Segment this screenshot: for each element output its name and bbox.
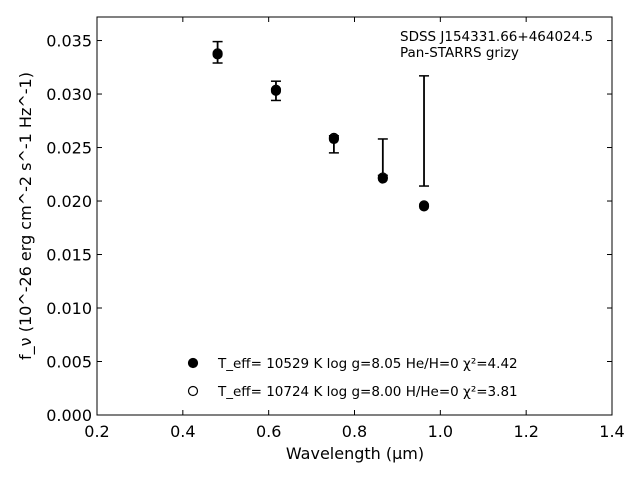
legend: T_eff= 10529 K log g=8.05 He/H=0 χ²=4.42… xyxy=(187,356,518,400)
data-point-filled xyxy=(328,133,339,145)
y-tick-label: 0.020 xyxy=(46,192,92,211)
legend-entry-filled: T_eff= 10529 K log g=8.05 He/H=0 χ²=4.42 xyxy=(217,356,518,372)
series-open-markers xyxy=(212,48,430,211)
x-tick-label: 0.8 xyxy=(342,422,367,441)
y-tick-labels: 0.000 0.005 0.010 0.015 0.020 0.025 0.030 0.035 xyxy=(46,32,92,425)
x-tick-label: 0.2 xyxy=(84,422,109,441)
data-point-filled xyxy=(377,173,388,184)
x-tick-label: 1.4 xyxy=(599,422,624,441)
annotation-object-name: SDSS J154331.66+464024.5 xyxy=(400,29,593,45)
legend-marker-open xyxy=(187,385,199,397)
y-tick-label: 0.035 xyxy=(46,32,92,51)
x-tick-label: 0.6 xyxy=(256,422,281,441)
x-tick-labels: 0.2 0.4 0.6 0.8 1.0 1.2 1.4 xyxy=(84,422,624,441)
y-tick-label: 0.025 xyxy=(46,139,92,158)
y-axis-label: f_ν (10^-26 erg cm^-2 s^-1 Hz^-1) xyxy=(16,72,36,360)
x-tick-label: 0.4 xyxy=(170,422,195,441)
legend-marker-filled xyxy=(187,357,199,369)
x-tick-label: 1.0 xyxy=(428,422,453,441)
legend-entry-open: T_eff= 10724 K log g=8.00 H/He=0 χ²=3.81 xyxy=(217,384,518,400)
y-tick-label: 0.010 xyxy=(46,299,92,318)
y-tick-label: 0.030 xyxy=(46,85,92,104)
error-bars xyxy=(212,40,430,187)
annotation-survey: Pan-STARRS grizy xyxy=(400,45,519,61)
axis-ticks xyxy=(96,17,613,416)
y-tick-label: 0.015 xyxy=(46,246,92,265)
x-axis-label: Wavelength (μm) xyxy=(286,444,424,463)
y-tick-label: 0.000 xyxy=(46,406,92,425)
data-point-filled xyxy=(270,85,282,96)
data-point-filled xyxy=(418,201,430,212)
data-point-filled xyxy=(212,49,223,60)
series-filled-markers xyxy=(212,49,430,212)
y-tick-label: 0.005 xyxy=(46,353,92,372)
x-tick-label: 1.2 xyxy=(513,422,538,441)
